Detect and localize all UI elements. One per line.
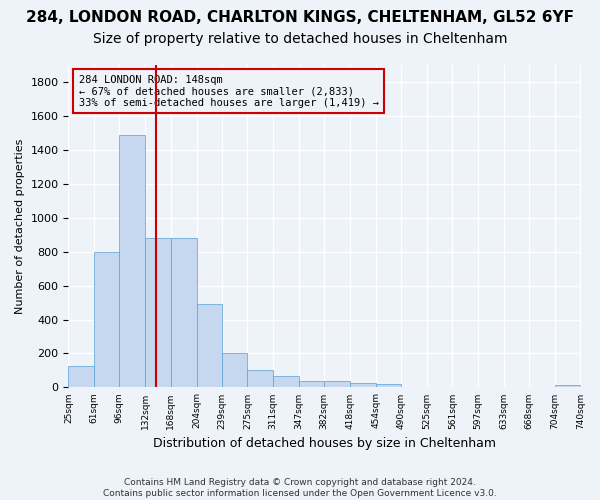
X-axis label: Distribution of detached houses by size in Cheltenham: Distribution of detached houses by size … — [153, 437, 496, 450]
Text: Contains HM Land Registry data © Crown copyright and database right 2024.
Contai: Contains HM Land Registry data © Crown c… — [103, 478, 497, 498]
Bar — [350, 383, 376, 388]
Text: 284 LONDON ROAD: 148sqm
← 67% of detached houses are smaller (2,833)
33% of semi: 284 LONDON ROAD: 148sqm ← 67% of detache… — [79, 74, 379, 108]
Bar — [299, 380, 324, 388]
Bar — [197, 304, 221, 388]
Bar — [145, 238, 171, 388]
Text: 284, LONDON ROAD, CHARLTON KINGS, CHELTENHAM, GL52 6YF: 284, LONDON ROAD, CHARLTON KINGS, CHELTE… — [26, 10, 574, 25]
Bar — [555, 385, 581, 388]
Bar — [221, 352, 247, 388]
Text: Size of property relative to detached houses in Cheltenham: Size of property relative to detached ho… — [93, 32, 507, 46]
Bar — [171, 238, 197, 388]
Bar — [324, 382, 350, 388]
Bar — [94, 252, 119, 388]
Y-axis label: Number of detached properties: Number of detached properties — [15, 138, 25, 314]
Bar — [68, 366, 94, 388]
Bar — [273, 376, 299, 388]
Bar — [119, 134, 145, 388]
Bar — [247, 370, 273, 388]
Bar — [376, 384, 401, 388]
